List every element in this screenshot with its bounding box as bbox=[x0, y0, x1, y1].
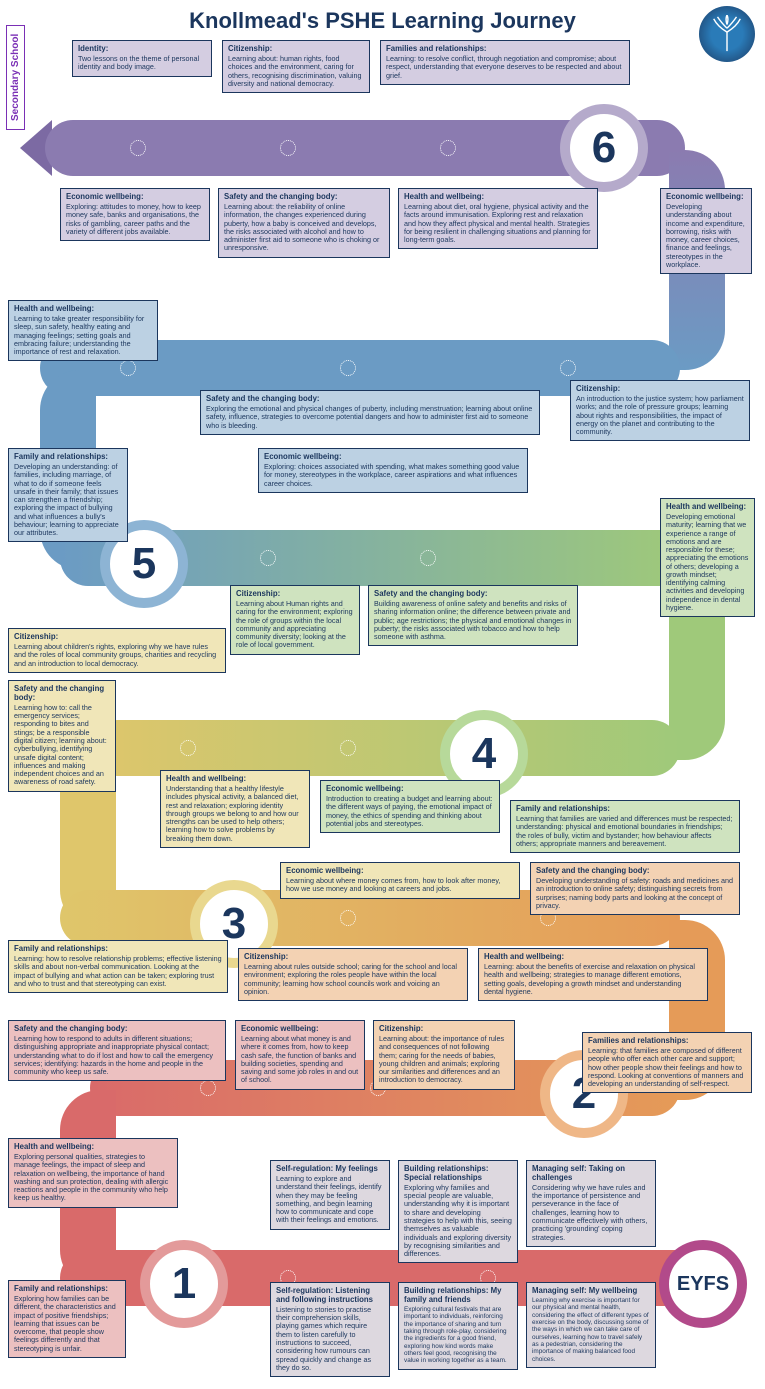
box-y3-family: Family and relationships:Learning: how t… bbox=[8, 940, 228, 993]
path-dot bbox=[280, 140, 296, 156]
box-y4-citizen: Citizenship:Learning about children's ri… bbox=[8, 628, 226, 673]
path-dot bbox=[420, 550, 436, 566]
stage-eyfs: EYFS bbox=[659, 1240, 747, 1328]
path-dot bbox=[180, 740, 196, 756]
secondary-school-label: Secondary School bbox=[6, 25, 25, 130]
page-title: Knollmead's PSHE Learning Journey bbox=[0, 8, 765, 34]
path-dot bbox=[560, 360, 576, 376]
box-y2-citizen: Citizenship:Learning about: the importan… bbox=[373, 1020, 515, 1090]
box-eyfs-ms-wellbeing: Managing self: My wellbeingLearning why … bbox=[526, 1282, 656, 1368]
box-y6-econ2: Economic wellbeing:Developing understand… bbox=[660, 188, 752, 274]
path-dot bbox=[200, 1080, 216, 1096]
box-y5-health: Health and wellbeing:Learning to take gr… bbox=[8, 300, 158, 361]
box-y4-safety: Safety and the changing body:Building aw… bbox=[368, 585, 578, 646]
box-eyfs-br-special: Building relationships: Special relation… bbox=[398, 1160, 518, 1263]
box-y3-econ-top: Economic wellbeing:Learning about where … bbox=[280, 862, 520, 899]
path-dot bbox=[130, 140, 146, 156]
box-y2-econ: Economic wellbeing:Learning about what m… bbox=[235, 1020, 365, 1090]
box-y5-family: Family and relationships:Developing an u… bbox=[8, 448, 128, 542]
path-row-4 bbox=[90, 720, 680, 776]
stage-1: 1 bbox=[140, 1240, 228, 1328]
box-y2-families: Families and relationships:Learning: tha… bbox=[582, 1032, 752, 1093]
box-eyfs-br-family: Building relationships: My family and fr… bbox=[398, 1282, 518, 1370]
box-y6-health: Health and wellbeing:Learning about diet… bbox=[398, 188, 598, 249]
box-y4-health2: Health and wellbeing:Understanding that … bbox=[160, 770, 310, 848]
path-dot bbox=[340, 740, 356, 756]
path-dot bbox=[260, 550, 276, 566]
path-dot bbox=[340, 910, 356, 926]
box-y2-safety: Safety and the changing body:Learning ho… bbox=[8, 1020, 226, 1081]
box-y4-family: Family and relationships:Learning that f… bbox=[510, 800, 740, 853]
school-logo bbox=[699, 6, 755, 62]
box-y5-safety: Safety and the changing body:Exploring t… bbox=[200, 390, 540, 435]
box-y3-citizen: Citizenship:Learning about rules outside… bbox=[238, 948, 468, 1001]
box-y3-health: Health and wellbeing:Learning: about the… bbox=[478, 948, 708, 1001]
box-y6-econ: Economic wellbeing:Exploring: attitudes … bbox=[60, 188, 210, 241]
box-eyfs-sr-feelings: Self-regulation: My feelingsLearning to … bbox=[270, 1160, 390, 1230]
box-eyfs-sr-listen: Self-regulation: Listening and following… bbox=[270, 1282, 390, 1377]
box-y4-econ: Economic wellbeing:Introduction to creat… bbox=[320, 780, 500, 833]
box-y1-family: Family and relationships:Exploring how f… bbox=[8, 1280, 126, 1358]
box-y1-health: Health and wellbeing:Exploring personal … bbox=[8, 1138, 178, 1208]
box-y6-safety: Safety and the changing body:Learning ab… bbox=[218, 188, 390, 258]
box-y6-identity: Identity:Two lessons on the theme of per… bbox=[72, 40, 212, 77]
box-y4-health: Health and wellbeing:Developing emotiona… bbox=[660, 498, 755, 617]
box-y4-citizen-top: Citizenship:Learning about Human rights … bbox=[230, 585, 360, 655]
path-dot bbox=[120, 360, 136, 376]
box-eyfs-ms-challenges: Managing self: Taking on challengesConsi… bbox=[526, 1160, 656, 1247]
path-dot bbox=[440, 140, 456, 156]
box-y6-families: Families and relationships:Learning: to … bbox=[380, 40, 630, 85]
box-y5-econ: Economic wellbeing:Exploring: choices as… bbox=[258, 448, 528, 493]
box-y4-safety2: Safety and the changing body:Learning ho… bbox=[8, 680, 116, 792]
path-dot bbox=[340, 360, 356, 376]
box-y3-safety: Safety and the changing body:Developing … bbox=[530, 862, 740, 915]
stage-6: 6 bbox=[560, 104, 648, 192]
box-y6-citizenship: Citizenship:Learning about: human rights… bbox=[222, 40, 370, 93]
box-y5-citizen: Citizenship:An introduction to the justi… bbox=[570, 380, 750, 441]
